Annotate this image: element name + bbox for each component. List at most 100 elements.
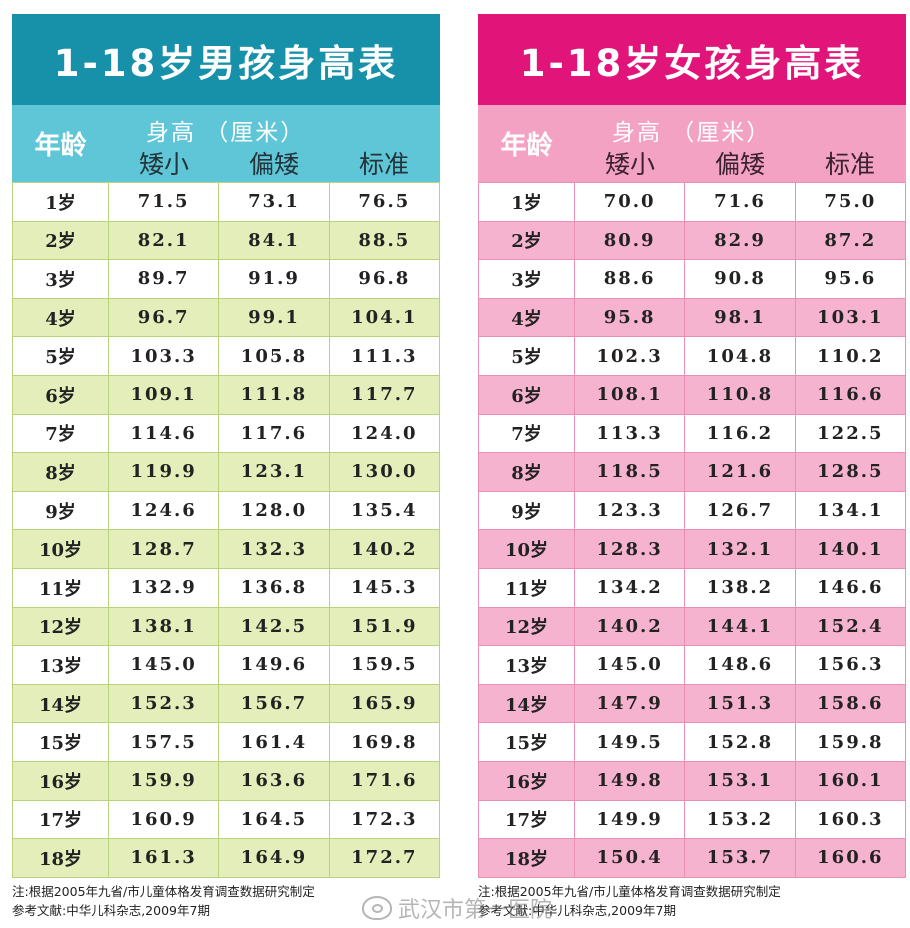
boys-col-short: 矮小 (138, 150, 189, 179)
girls-data-table: 1岁 70.0 71.6 75.0 2岁 80.9 82.9 87.2 3岁 88.6 90.8 95… (478, 182, 907, 878)
height-cell-short: 147.9 (573, 683, 686, 724)
height-cell-short: 150.4 (573, 838, 686, 878)
height-cell-below-average: 156.7 (218, 683, 330, 724)
age-cell: 14岁 (12, 683, 109, 724)
height-cell-standard: 160.1 (794, 760, 907, 801)
table-row: 18岁 150.4 153.7 160.6 (478, 838, 907, 878)
age-cell: 18岁 (478, 838, 575, 878)
height-cell-below-average: 126.7 (684, 490, 796, 531)
age-cell: 9岁 (478, 490, 575, 531)
height-cell-below-average: 153.1 (684, 760, 796, 801)
girls-note-source: 注:根据2005年九省/市儿童体格发育调查数据研究制定 (478, 884, 781, 899)
age-cell: 11岁 (478, 567, 575, 608)
height-cell-standard: 156.3 (794, 645, 907, 685)
table-row: 13岁 145.0 149.6 159.5 (12, 645, 441, 685)
age-cell: 11岁 (12, 567, 109, 608)
age-cell: 16岁 (478, 760, 575, 801)
height-cell-standard: 152.4 (794, 606, 907, 647)
boys-note-reference: 参考文献:中华儿科杂志,2009年7期 (12, 903, 210, 918)
height-cell-standard: 160.6 (794, 838, 907, 878)
height-cell-standard: 87.2 (794, 220, 907, 261)
height-cell-standard: 158.6 (794, 683, 907, 724)
height-cell-below-average: 163.6 (218, 760, 330, 801)
height-cell-below-average: 152.8 (684, 722, 796, 762)
height-cell-standard: 159.8 (794, 722, 907, 762)
height-cell-short: 149.9 (573, 799, 686, 840)
table-row: 7岁 113.3 116.2 122.5 (478, 413, 907, 454)
age-cell: 14岁 (478, 683, 575, 724)
boys-height-header: 身高 （厘米） (146, 120, 306, 146)
height-cell-standard: 110.2 (794, 336, 907, 376)
table-row: 12岁 138.1 142.5 151.9 (12, 606, 441, 647)
table-row: 17岁 149.9 153.2 160.3 (478, 799, 907, 840)
table-row: 4岁 96.7 99.1 104.1 (12, 297, 441, 338)
height-cell-below-average: 104.8 (684, 336, 796, 376)
age-cell: 8岁 (12, 452, 109, 492)
age-cell: 6岁 (12, 374, 109, 415)
height-cell-standard: 111.3 (328, 336, 441, 376)
age-cell: 5岁 (478, 336, 575, 376)
height-cell-short: 145.0 (107, 645, 220, 685)
girls-height-table: 1-18岁女孩身高表 年龄 身高 （厘米） 矮小 偏矮 标准 1岁 70.0 71.… (478, 14, 907, 878)
height-cell-below-average: 153.7 (684, 838, 796, 878)
height-cell-below-average: 117.6 (218, 413, 330, 454)
height-cell-standard: 151.9 (328, 606, 441, 647)
height-cell-standard: 116.6 (794, 374, 907, 415)
height-cell-below-average: 164.9 (218, 838, 330, 878)
height-cell-standard: 103.1 (794, 297, 907, 338)
height-cell-standard: 169.8 (328, 722, 441, 762)
height-cell-short: 134.2 (573, 567, 686, 608)
height-cell-below-average: 138.2 (684, 567, 796, 608)
girls-table-header: 年龄 身高 （厘米） 矮小 偏矮 标准 (478, 105, 906, 182)
boys-table-header: 年龄 身高 （厘米） 矮小 偏矮 标准 (12, 105, 440, 182)
girls-col-short: 矮小 (604, 150, 655, 179)
height-cell-below-average: 90.8 (684, 259, 796, 299)
table-row: 11岁 132.9 136.8 145.3 (12, 567, 441, 608)
height-cell-below-average: 161.4 (218, 722, 330, 762)
age-cell: 9岁 (12, 490, 109, 531)
height-cell-short: 80.9 (573, 220, 686, 261)
age-cell: 4岁 (478, 297, 575, 338)
boys-col-below-average: 偏矮 (248, 150, 299, 179)
height-cell-standard: 88.5 (328, 220, 441, 261)
boys-footnote: 注:根据2005年九省/市儿童体格发育调查数据研究制定 参考文献:中华儿科杂志,… (12, 882, 315, 920)
height-cell-below-average: 151.3 (684, 683, 796, 724)
height-cell-below-average: 73.1 (218, 182, 330, 222)
height-cell-short: 161.3 (107, 838, 220, 878)
height-cell-short: 113.3 (573, 413, 686, 454)
table-row: 7岁 114.6 117.6 124.0 (12, 413, 441, 454)
height-cell-short: 160.9 (107, 799, 220, 840)
age-cell: 12岁 (478, 606, 575, 647)
table-row: 9岁 123.3 126.7 134.1 (478, 490, 907, 531)
boys-col-standard: 标准 (358, 150, 409, 179)
height-cell-short: 118.5 (573, 452, 686, 492)
weibo-icon (362, 896, 392, 920)
height-cell-below-average: 84.1 (218, 220, 330, 261)
height-cell-standard: 134.1 (794, 490, 907, 531)
table-row: 4岁 95.8 98.1 103.1 (478, 297, 907, 338)
age-cell: 15岁 (12, 722, 109, 762)
girls-note-reference: 参考文献:中华儿科杂志,2009年7期 (478, 903, 676, 918)
age-cell: 7岁 (478, 413, 575, 454)
height-cell-standard: 76.5 (328, 182, 441, 222)
table-row: 18岁 161.3 164.9 172.7 (12, 838, 441, 878)
height-cell-below-average: 123.1 (218, 452, 330, 492)
table-row: 12岁 140.2 144.1 152.4 (478, 606, 907, 647)
height-cell-standard: 128.5 (794, 452, 907, 492)
table-row: 2岁 80.9 82.9 87.2 (478, 220, 907, 261)
boys-note-source: 注:根据2005年九省/市儿童体格发育调查数据研究制定 (12, 884, 315, 899)
age-cell: 6岁 (478, 374, 575, 415)
height-cell-short: 103.3 (107, 336, 220, 376)
height-cell-standard: 75.0 (794, 182, 907, 222)
age-cell: 18岁 (12, 838, 109, 878)
height-cell-short: 140.2 (573, 606, 686, 647)
height-cell-short: 159.9 (107, 760, 220, 801)
age-cell: 16岁 (12, 760, 109, 801)
table-row: 1岁 71.5 73.1 76.5 (12, 182, 441, 222)
height-cell-short: 71.5 (107, 182, 220, 222)
height-cell-short: 149.8 (573, 760, 686, 801)
age-cell: 10岁 (478, 529, 575, 569)
height-cell-standard: 165.9 (328, 683, 441, 724)
height-cell-short: 128.3 (573, 529, 686, 569)
height-cell-standard: 159.5 (328, 645, 441, 685)
